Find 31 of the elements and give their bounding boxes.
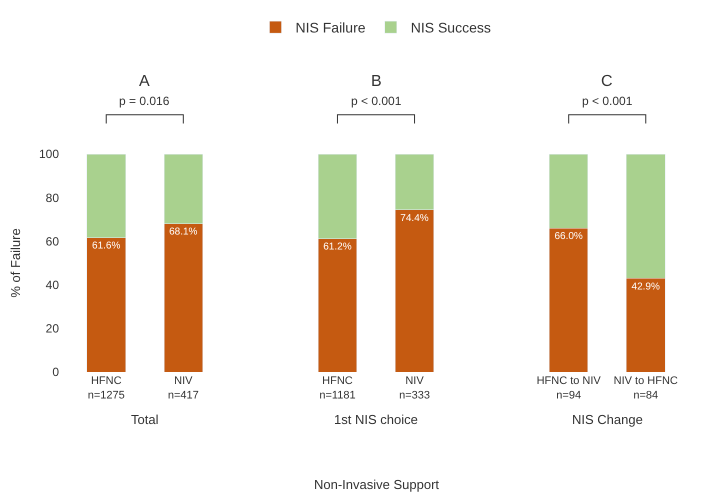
text: NIS Change bbox=[572, 412, 643, 427]
y-axis-title: % of Failure bbox=[8, 228, 23, 298]
y-tick-label: 100 bbox=[38, 147, 60, 162]
text: B bbox=[371, 73, 382, 90]
text: C bbox=[601, 73, 613, 90]
y-tick-label: 60 bbox=[46, 234, 60, 248]
x-tick-label: HFNC n=1181 bbox=[319, 375, 356, 402]
text: A bbox=[139, 73, 150, 90]
text: Non-Invasive Support bbox=[314, 477, 440, 492]
text: p = 0.016 bbox=[119, 94, 170, 108]
x-tick-label: HFNC to NIV n=94 bbox=[536, 375, 602, 402]
legend-label: NIS Success bbox=[410, 20, 491, 36]
data-label: 42.9% bbox=[632, 281, 660, 292]
text: 1st NIS choice bbox=[334, 412, 418, 427]
data-label: 74.4% bbox=[400, 212, 429, 224]
y-tick-label: 80 bbox=[46, 190, 60, 205]
data-label: 68.1% bbox=[169, 226, 198, 238]
y-tick-label: 0 bbox=[52, 365, 60, 380]
text: p < 0.001 bbox=[351, 94, 402, 108]
data-label: 61.6% bbox=[92, 240, 120, 252]
text: Total bbox=[131, 412, 159, 427]
x-tick-label: NIV to HFNC n=84 bbox=[614, 375, 678, 402]
legend-label: NIS Failure bbox=[296, 20, 366, 36]
x-tick-label: HFNC n=1275 bbox=[88, 375, 125, 402]
data-label: 66.0% bbox=[554, 231, 583, 242]
y-tick-label: 20 bbox=[46, 322, 60, 336]
y-tick-label: 40 bbox=[46, 278, 60, 292]
text: p < 0.001 bbox=[582, 94, 633, 108]
x-tick-label: NIV n=333 bbox=[399, 375, 430, 402]
x-tick-label: NIV n=417 bbox=[168, 375, 199, 402]
data-label: 61.2% bbox=[323, 242, 352, 253]
